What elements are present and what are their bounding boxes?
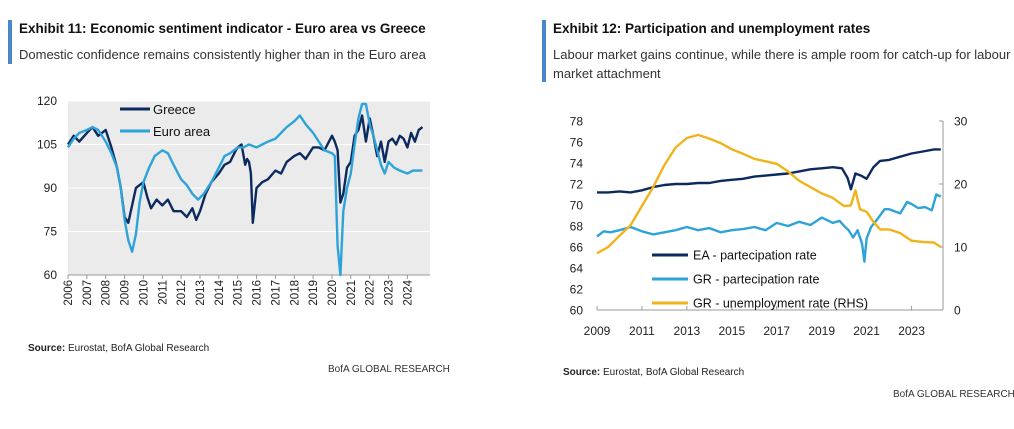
y-tick-label: 76 (570, 136, 584, 150)
legend-label: GR - partecipation rate (693, 273, 819, 287)
x-tick-label: 2019 (308, 280, 320, 306)
source-label: Source: (28, 343, 66, 354)
y-tick-label: 68 (570, 220, 584, 234)
chart-subtitle: Domestic confidence remains consistently… (19, 47, 426, 62)
x-tick-label: 2023 (384, 280, 396, 306)
y-tick-label: 120 (37, 94, 57, 108)
x-tick-label: 2016 (252, 280, 264, 306)
legend-label: GR - unemployment rate (RHS) (693, 297, 868, 311)
y-tick-label: 78 (570, 115, 584, 129)
y-tick-label: 75 (44, 225, 58, 239)
exhibit-11-chart: 60 75 90 105 120 2006 2007 2008 2009 2010 2011 2012… (37, 94, 430, 306)
y-tick-label: 66 (570, 241, 584, 255)
y-tick-label: 90 (44, 181, 58, 195)
x-tick-label: 2019 (808, 324, 835, 338)
source-text: Eurostat, BofA Global Research (68, 343, 210, 354)
x-tick-label: 2021 (853, 324, 880, 338)
series-line-ea-partecipation-rate (597, 148, 941, 194)
x-tick-label: 2009 (120, 280, 132, 306)
y-tick-label: 70 (570, 199, 584, 213)
y2-tick-label: 20 (954, 178, 968, 192)
y2-tick-label: 10 (954, 241, 968, 255)
chart-subtitle: Labour market gains continue, while ther… (553, 47, 1011, 81)
series-line-euro-area (66, 102, 423, 277)
x-tick-label: 2018 (289, 280, 301, 306)
y2-tick-label: 0 (954, 304, 961, 318)
source-note: Source: Eurostat, BofA Global Research (563, 367, 744, 378)
source-note: Source: Eurostat, BofA Global Research (28, 343, 209, 354)
x-tick-label: 2014 (214, 279, 226, 305)
y-tick-label: 105 (37, 138, 57, 152)
x-tick-label: 2006 (63, 280, 75, 306)
x-tick-label: 2013 (195, 280, 207, 306)
x-tick-label: 2011 (157, 280, 169, 305)
legend-label: Greece (153, 102, 196, 117)
y-tick-label: 74 (570, 157, 584, 171)
x-tick-label: 2009 (584, 324, 611, 338)
x-tick-label: 2024 (402, 279, 414, 305)
exhibit-11-panel: Exhibit 11: Economic sentiment indicator… (0, 0, 500, 429)
brand-label: BofA GLOBAL RESEARCH (893, 389, 1014, 400)
chart-title: Exhibit 11: Economic sentiment indicator… (19, 21, 426, 36)
x-tick-label: 2012 (176, 280, 188, 306)
x-tick-label: 2013 (674, 324, 701, 338)
y2-tick-label: 30 (954, 115, 968, 129)
chart-title: Exhibit 12: Participation and unemployme… (553, 21, 871, 36)
y-tick-label: 62 (570, 283, 584, 297)
x-tick-label: 2017 (763, 324, 790, 338)
source-label: Source: (563, 367, 601, 378)
y-tick-label: 60 (570, 304, 584, 318)
x-tick-label: 2022 (365, 280, 377, 306)
x-tick-label: 2007 (82, 280, 94, 306)
title-accent-bar (8, 20, 12, 64)
x-tick-label: 2011 (629, 324, 655, 338)
legend-label: EA - partecipation rate (693, 249, 817, 263)
x-tick-label: 2015 (718, 324, 745, 338)
x-tick-label: 2008 (101, 280, 113, 306)
x-tick-label: 2023 (898, 324, 925, 338)
title-accent-bar (542, 20, 546, 82)
x-tick-label: 2010 (138, 280, 150, 306)
brand-label: BofA GLOBAL RESEARCH (328, 364, 450, 375)
source-text: Eurostat, BofA Global Research (603, 367, 745, 378)
legend-label: Euro area (153, 124, 211, 139)
x-tick-label: 2020 (327, 280, 339, 306)
y-tick-label: 72 (570, 178, 584, 192)
series-line-gr-partecipation-rate (596, 193, 942, 263)
x-tick-label: 2021 (346, 280, 358, 306)
y-tick-label: 64 (570, 262, 584, 276)
y-tick-label: 60 (44, 268, 58, 282)
series-line-gr-unemployment-rate-rhs- (596, 133, 942, 255)
exhibit-12-chart: 60 62 64 66 68 70 72 74 76 78 0 10 20 30 2009 2011 2013 2… (570, 115, 968, 339)
x-tick-label: 2015 (233, 280, 245, 306)
x-tick-label: 2017 (270, 280, 282, 306)
exhibit-12-panel: Exhibit 12: Participation and unemployme… (540, 0, 1014, 429)
